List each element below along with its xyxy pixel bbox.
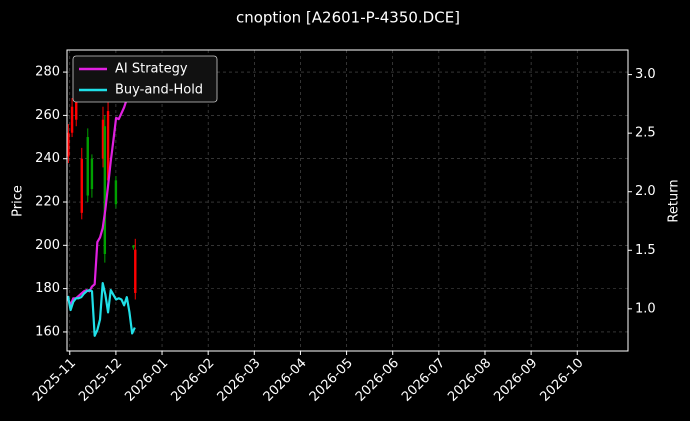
legend-label: AI Strategy [115,62,188,77]
y2-tick-label: 3.0 [635,67,656,82]
y-tick-label: 240 [35,151,60,166]
y2-tick-label: 2.0 [635,184,656,199]
chart-title: cnoption [A2601-P-4350.DCE] [236,9,460,27]
candle-body [106,111,110,181]
y-axis-label: Price [11,185,26,217]
y-tick-label: 220 [35,195,60,210]
candle-body [134,249,137,293]
candle-body [86,137,89,196]
legend-box [72,55,218,103]
candle-body [103,126,107,254]
y2-axis-label: Return [667,179,682,222]
y2-tick-label: 1.5 [635,243,656,258]
legend: AI Strategy Buy-and-Hold [72,55,218,103]
y2-tick-label: 1.0 [635,301,656,316]
candle-body [70,106,74,133]
candle-body [114,180,118,205]
candle-body [101,119,105,159]
line-series [66,89,136,307]
y-tick-label: 260 [35,108,60,123]
candle-body [90,158,94,190]
plot-frame [66,49,629,352]
candle-body [80,158,83,213]
y-tick-label: 180 [35,281,60,296]
y-tick-label: 160 [35,324,60,339]
candle-body [132,245,135,248]
legend-label: Buy-and-Hold [115,83,203,98]
candle-body [67,132,70,157]
line-series [66,281,136,337]
candle-body [75,98,78,120]
y-tick-label: 280 [35,65,60,80]
y-tick-label: 200 [35,238,60,253]
y2-tick-label: 2.5 [635,126,656,141]
